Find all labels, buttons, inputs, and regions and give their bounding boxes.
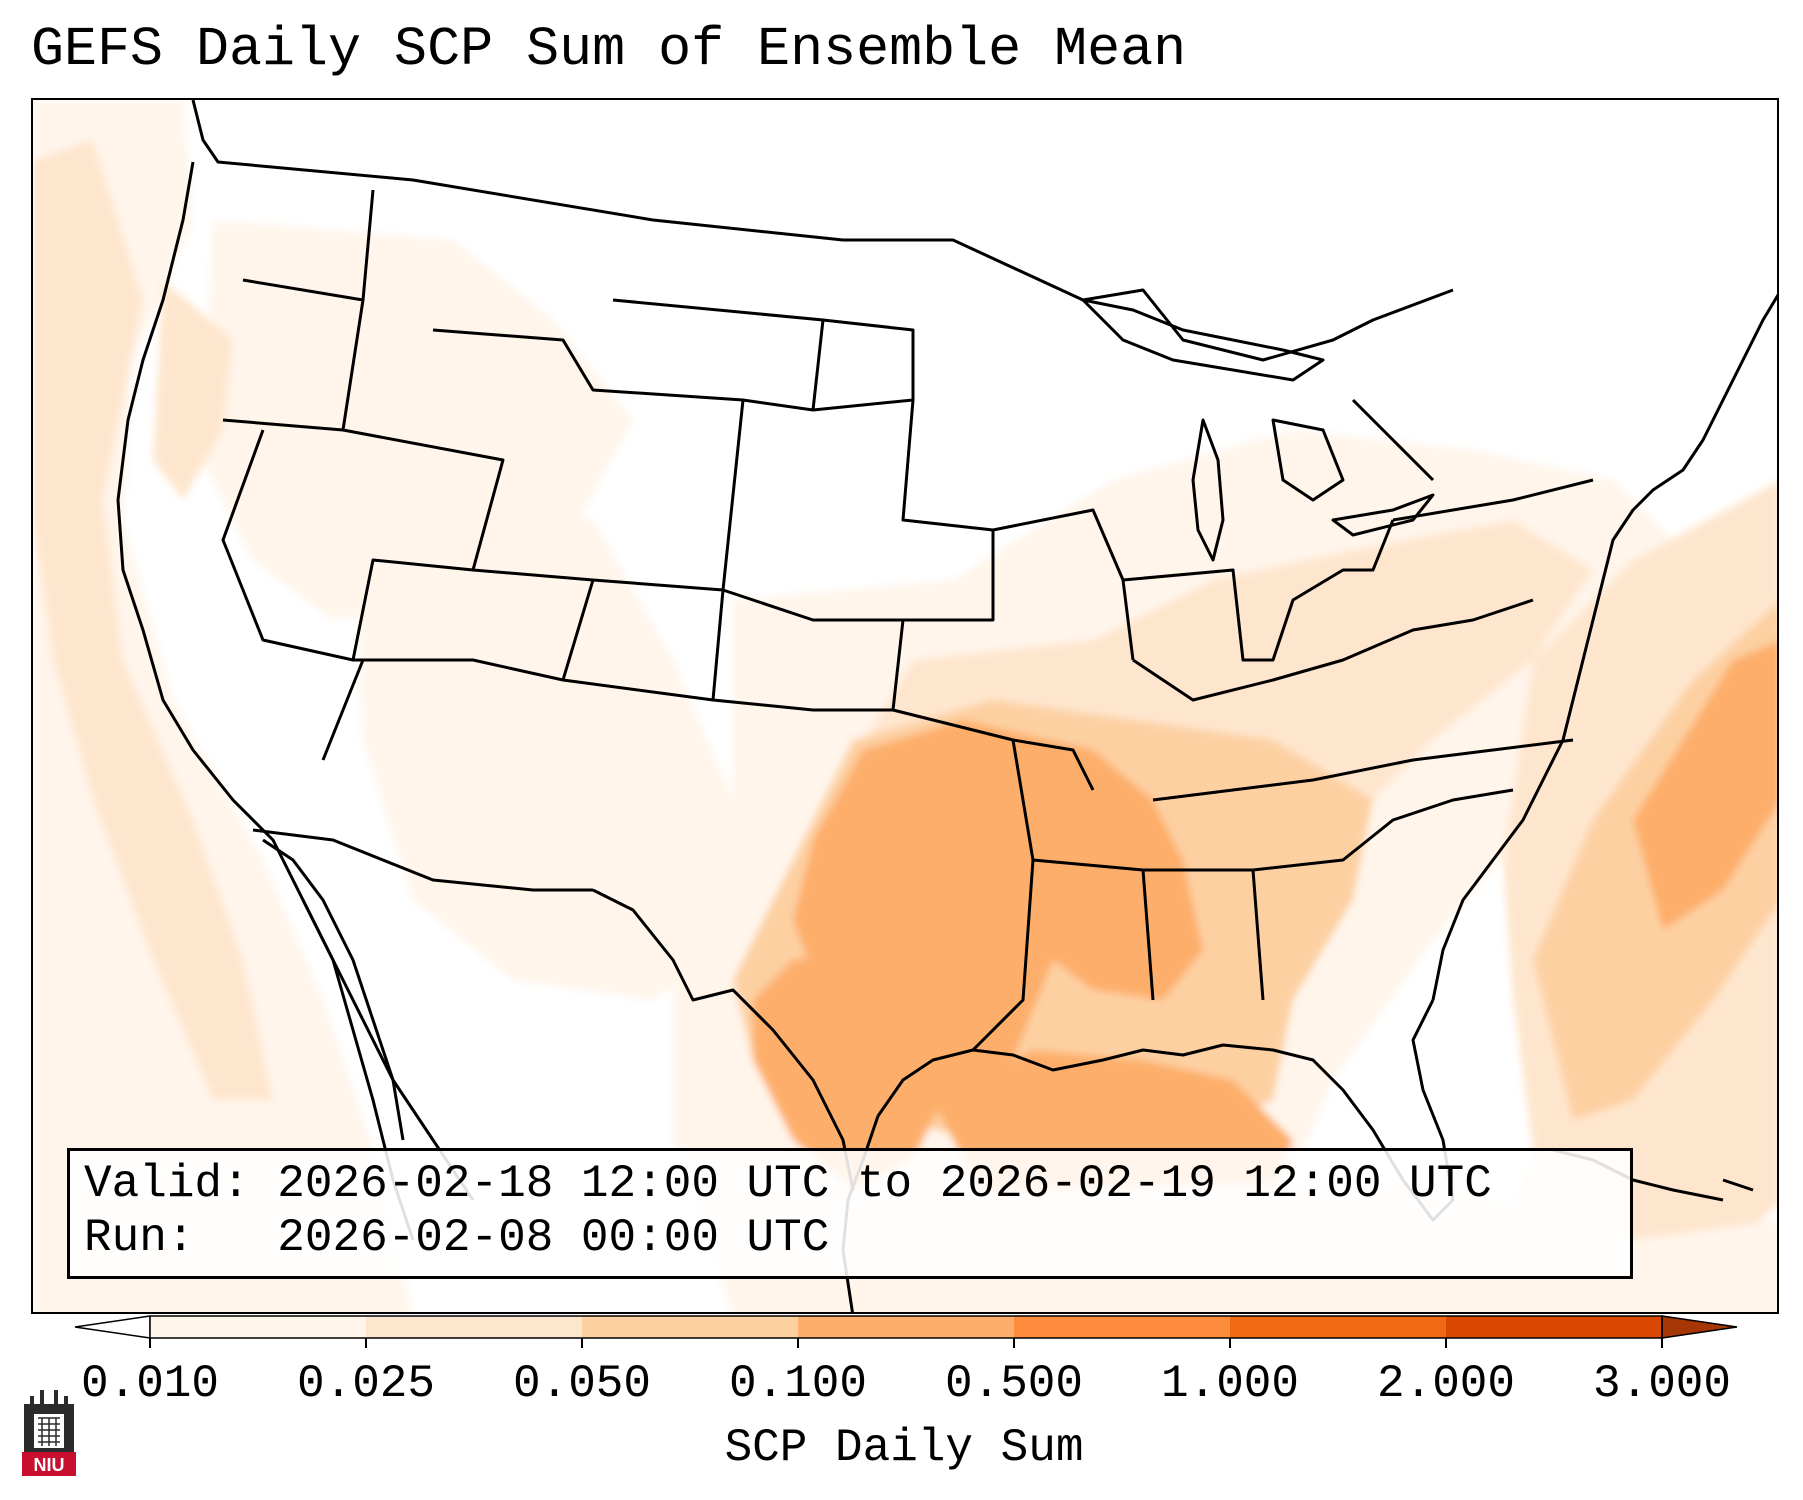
colorbar-tick-label: 3.000 — [1592, 1358, 1732, 1410]
lake-michigan — [1191, 418, 1225, 562]
colorbar-outline — [149, 1315, 1663, 1339]
scp-shading — [33, 100, 1777, 1312]
niu-logo: NIU — [22, 1390, 76, 1476]
state-lines-central — [712, 399, 1265, 1052]
map-svg — [33, 100, 1777, 1312]
colorbar-tick-label: 0.500 — [944, 1358, 1084, 1410]
lake-huron-erie — [1271, 418, 1435, 537]
shade-texas — [753, 950, 953, 1190]
run-value: 2026-02-08 00:00 UTC — [277, 1212, 830, 1264]
shade-southwest — [353, 480, 753, 1000]
state-lines-east — [1122, 398, 1594, 872]
run-info-box: Valid: 2026-02-18 12:00 UTC to 2026-02-1… — [67, 1148, 1633, 1279]
logo-text: NIU — [34, 1455, 65, 1475]
colorbar-segment — [366, 1316, 583, 1338]
shade-pacific-west — [33, 100, 413, 1312]
colorbar-segment — [582, 1316, 799, 1338]
colorbar-tick-label: 1.000 — [1160, 1358, 1300, 1410]
map-frame — [31, 98, 1779, 1314]
colorbar-label: SCP Daily Sum — [724, 1422, 1084, 1474]
colorbar-segment — [1446, 1316, 1663, 1338]
run-label: Run: — [84, 1212, 195, 1264]
coast-atlantic — [1431, 293, 1777, 1001]
shade-pacific-west-light — [33, 140, 273, 1100]
colorbar-extend-low — [74, 1315, 151, 1339]
colorbar-segment — [1014, 1316, 1231, 1338]
page-title: GEFS Daily SCP Sum of Ensemble Mean — [31, 18, 1187, 81]
shade-west-coast — [153, 280, 233, 500]
border-mexico-west — [252, 828, 593, 892]
colorbar-segment — [798, 1316, 1015, 1338]
colorbar-tick-label: 0.050 — [512, 1358, 652, 1410]
colorbar-segment — [1230, 1316, 1447, 1338]
colorbar-segment — [150, 1316, 367, 1338]
lake-superior — [1081, 298, 1325, 382]
coast-pacific — [116, 161, 415, 1241]
valid-label: Valid: — [84, 1158, 250, 1210]
border-canada — [191, 100, 1454, 362]
colorbar-tick-label: 2.000 — [1376, 1358, 1516, 1410]
colorbar-tick-label: 0.100 — [728, 1358, 868, 1410]
border-rio-grande — [592, 888, 855, 1191]
valid-value: 2026-02-18 12:00 UTC to 2026-02-19 12:00… — [277, 1158, 1492, 1210]
colorbar-extend-high — [1661, 1315, 1738, 1339]
colorbar-segments — [74, 1315, 1738, 1348]
state-lines-west — [221, 189, 915, 761]
colorbar-tick-label: 0.025 — [296, 1358, 436, 1410]
shade-atlantic-core — [1633, 641, 1777, 930]
colorbar-tick-label: 0.010 — [80, 1358, 220, 1410]
